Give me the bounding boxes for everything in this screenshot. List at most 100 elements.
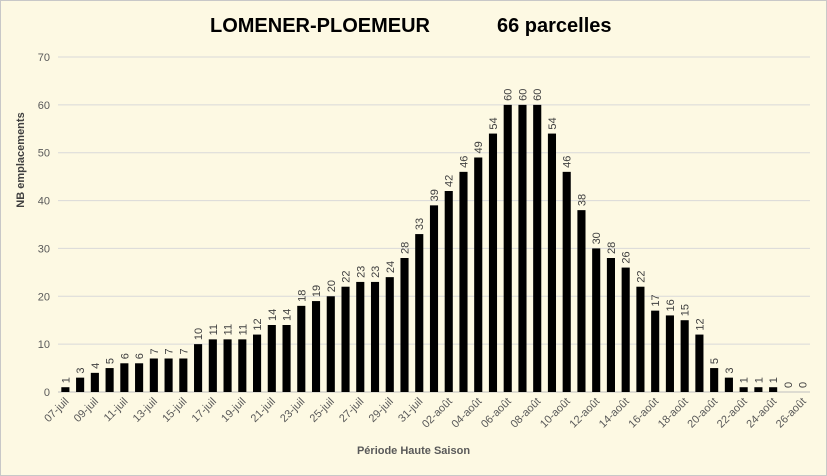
data-label: 30 [591,232,603,244]
bar [518,104,527,392]
bar [61,387,70,392]
bar [562,171,571,392]
bar [253,334,262,392]
x-tick-label: 14-août [597,396,632,431]
bar [606,258,615,392]
data-label: 60 [532,89,544,101]
bar [577,210,586,392]
data-label: 28 [400,242,412,254]
data-label: 4 [90,363,102,369]
bar [267,325,276,392]
y-tick-label: 40 [38,196,50,208]
data-label: 23 [370,266,382,278]
x-tick-label: 17-juil [190,396,219,425]
data-label: 11 [223,324,235,335]
x-tick-label: 24-août [744,396,779,431]
bar [429,205,439,392]
chart-title: LOMENER-PLOEMEUR [210,15,430,37]
data-label: 7 [178,348,190,354]
y-tick-label: 30 [38,243,50,255]
bar [459,171,468,392]
x-tick-label: 12-août [567,396,602,431]
data-label: 17 [650,294,662,306]
x-tick-label: 15-juil [160,396,189,425]
data-label: 10 [193,328,205,340]
x-axis-label: Période Haute Saison [356,445,471,457]
bar [385,277,394,392]
x-tick-label: 09-juil [72,396,101,425]
bar [179,358,188,392]
data-label: 0 [798,382,810,388]
bar [356,281,365,392]
y-tick-label: 60 [38,100,50,112]
data-label: 15 [680,304,692,316]
data-label: 5 [709,358,721,364]
x-tick-label: 02-août [420,396,455,431]
bar [710,368,719,392]
data-label: 46 [562,156,574,168]
data-label: 1 [753,377,765,383]
bar [665,315,674,392]
x-tick-label: 18-août [656,396,691,431]
bar [592,248,601,392]
data-label: 24 [385,261,397,273]
x-tick-label: 29-juil [367,396,396,425]
bar [370,281,380,392]
data-label: 14 [282,309,294,321]
data-label: 6 [134,353,146,359]
x-tick-label: 11-juil [102,396,131,425]
bar [223,339,232,392]
data-label: 1 [60,377,72,383]
bar [297,305,306,392]
y-tick-label: 20 [38,291,50,303]
chart-subtitle: 66 parcelles [497,15,612,37]
x-tick-label: 07-juil [42,396,71,425]
bar [341,286,350,392]
data-label: 26 [621,251,633,263]
bar [282,325,291,392]
data-label: 33 [414,218,426,230]
data-label: 22 [635,270,647,282]
x-tick-label: 16-août [626,396,661,431]
bar [488,133,498,393]
bar [135,363,144,392]
x-tick-label: 06-août [479,396,514,431]
data-label: 23 [355,266,367,278]
data-label: 20 [326,280,338,292]
data-label: 12 [694,318,706,330]
bar [503,104,512,392]
data-label: 3 [75,368,87,374]
x-tick-label: 08-août [508,396,543,431]
bar [194,344,203,392]
data-label: 39 [429,189,441,201]
bar [149,358,158,392]
x-tick-label: 04-août [449,396,484,431]
bar [326,296,335,392]
bar [444,191,453,392]
bar [120,363,129,392]
bar [769,387,778,392]
data-label: 22 [341,270,353,282]
bar [474,157,483,392]
bar [76,377,85,392]
data-label: 1 [739,377,751,383]
data-label: 6 [119,353,131,359]
bar [311,301,321,392]
bar [533,104,542,392]
bar [636,286,645,392]
bar [400,258,409,392]
data-label: 3 [724,368,736,374]
bar [238,339,247,392]
bar [651,310,660,392]
data-label: 60 [517,89,529,101]
data-label: 12 [252,318,264,330]
data-label: 0 [783,382,795,388]
data-label: 60 [503,89,515,101]
x-tick-label: 23-juil [278,396,307,425]
x-tick-label: 27-juil [337,396,366,425]
bar [680,320,689,392]
bar [90,372,99,392]
x-tick-label: 20-août [685,396,720,431]
data-label: 1 [768,377,780,383]
data-label: 7 [164,348,176,354]
